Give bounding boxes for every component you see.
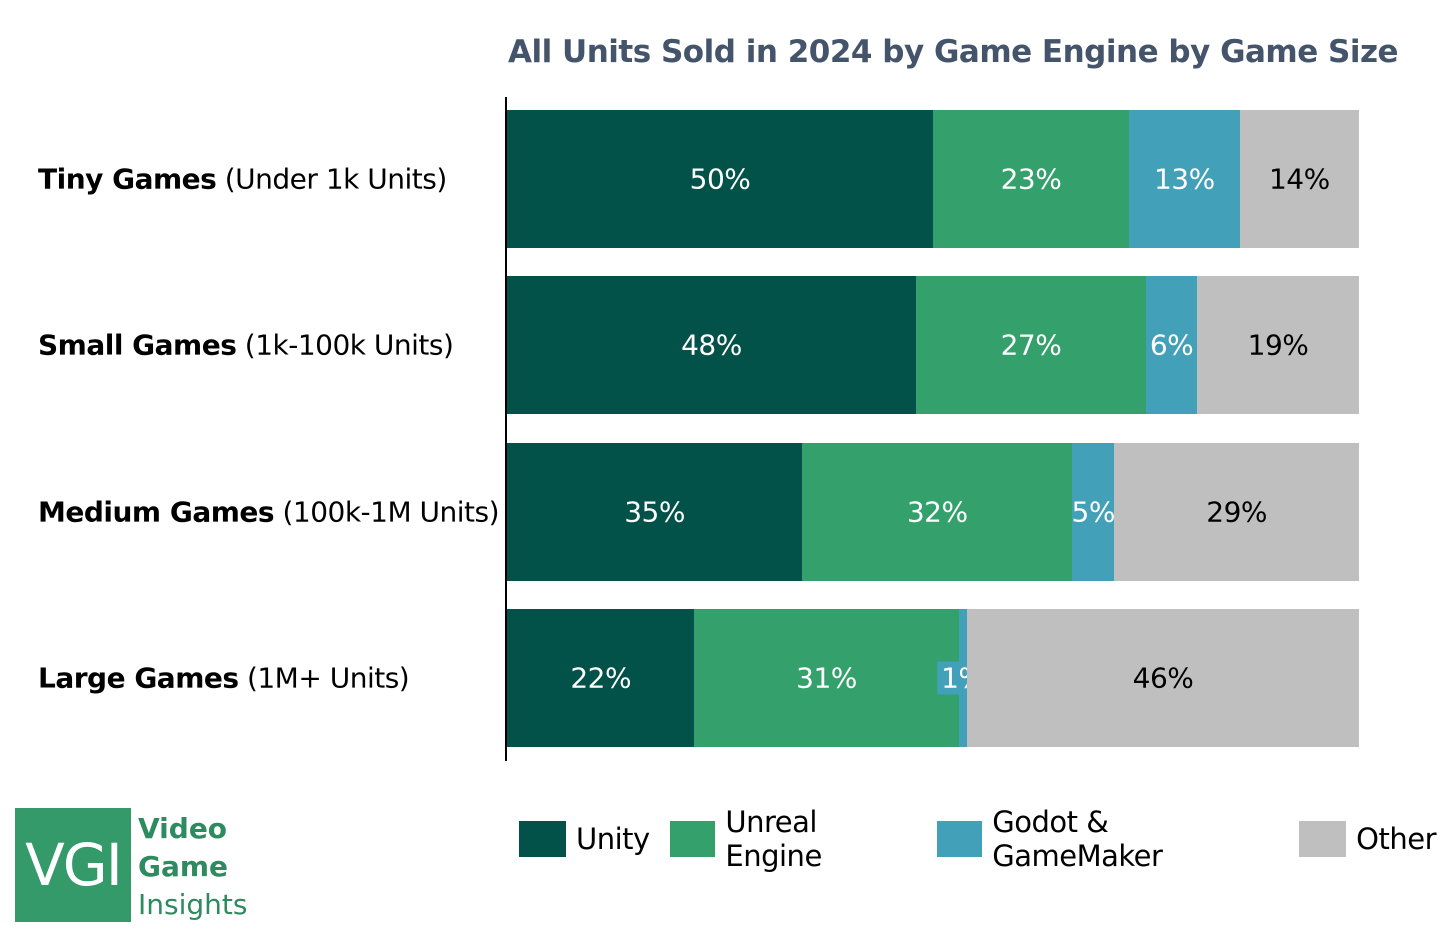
category-label-bold: Tiny Games <box>38 162 217 196</box>
category-label: Tiny Games (Under 1k Units) <box>38 163 447 196</box>
legend-label: Unreal Engine <box>725 805 822 873</box>
legend-item: Unity <box>519 821 650 857</box>
data-label: 19% <box>1247 328 1309 362</box>
data-label: 46% <box>1132 661 1194 695</box>
data-label: 31% <box>796 661 857 695</box>
data-label: 50% <box>689 162 751 196</box>
logo-text: Video Game Insights <box>138 810 247 924</box>
bar-segment <box>933 110 1129 248</box>
legend-item: Godot & GameMaker <box>936 805 1280 873</box>
legend-item: Unreal Engine <box>669 805 917 873</box>
y-axis-line <box>505 97 507 761</box>
legend-swatch <box>669 821 716 857</box>
bar-segment <box>1114 443 1359 581</box>
bar-segment <box>507 609 695 747</box>
logo-line: Insights <box>138 888 248 921</box>
data-label: 6% <box>1149 328 1194 362</box>
data-label: 27% <box>1000 328 1062 362</box>
bar-segment <box>1197 276 1359 414</box>
data-label: 35% <box>624 495 685 529</box>
legend-label: Godot & GameMaker <box>992 805 1163 873</box>
category-label-bold: Large Games <box>38 661 239 695</box>
chart-title: All Units Sold in 2024 by Game Engine by… <box>508 34 1399 70</box>
bar-segment <box>1072 443 1115 581</box>
legend-label: Other <box>1356 822 1436 856</box>
bar-segment <box>967 609 1359 747</box>
bar-segment <box>507 443 803 581</box>
category-label-range: (1k-100k Units) <box>236 328 454 362</box>
bar-segment <box>694 609 959 747</box>
category-label-bold: Medium Games <box>38 495 275 529</box>
data-label: 13% <box>1153 162 1215 196</box>
logo-line: Video <box>138 812 228 845</box>
bar-segment <box>915 276 1146 414</box>
bar-segment <box>1128 110 1240 248</box>
legend-label: Unity <box>576 822 650 856</box>
category-label: Medium Games (100k-1M Units) <box>38 495 500 529</box>
data-label: 23% <box>1000 162 1062 196</box>
data-label: 14% <box>1268 162 1330 196</box>
legend-swatch <box>519 821 566 857</box>
category-label-range: (Under 1k Units) <box>216 162 448 196</box>
data-label: 48% <box>681 328 742 362</box>
vgi-logo: VGI <box>15 808 131 922</box>
category-label-range: (1M+ Units) <box>238 661 410 695</box>
legend-swatch <box>1299 821 1347 857</box>
legend-item: Other <box>1299 821 1436 857</box>
category-label-bold: Small Games <box>38 328 237 362</box>
category-label: Small Games (1k-100k Units) <box>38 328 454 362</box>
data-label: 29% <box>1206 495 1268 529</box>
data-label: 5% <box>1071 495 1116 529</box>
bar-segment <box>1146 276 1198 414</box>
bar-segment <box>507 110 933 248</box>
legend: Unity Unreal Engine Godot & GameMaker Other <box>519 805 1456 873</box>
category-label: Large Games (1M+ Units) <box>38 661 410 695</box>
data-label: 22% <box>570 661 632 695</box>
bar-segment <box>1239 110 1359 248</box>
category-label-range: (100k-1M Units) <box>274 495 500 529</box>
legend-swatch <box>936 821 983 857</box>
bar-segment <box>802 443 1073 581</box>
bar-segment <box>507 276 916 414</box>
logo-line: Game <box>138 850 229 883</box>
data-label: 32% <box>906 495 968 529</box>
